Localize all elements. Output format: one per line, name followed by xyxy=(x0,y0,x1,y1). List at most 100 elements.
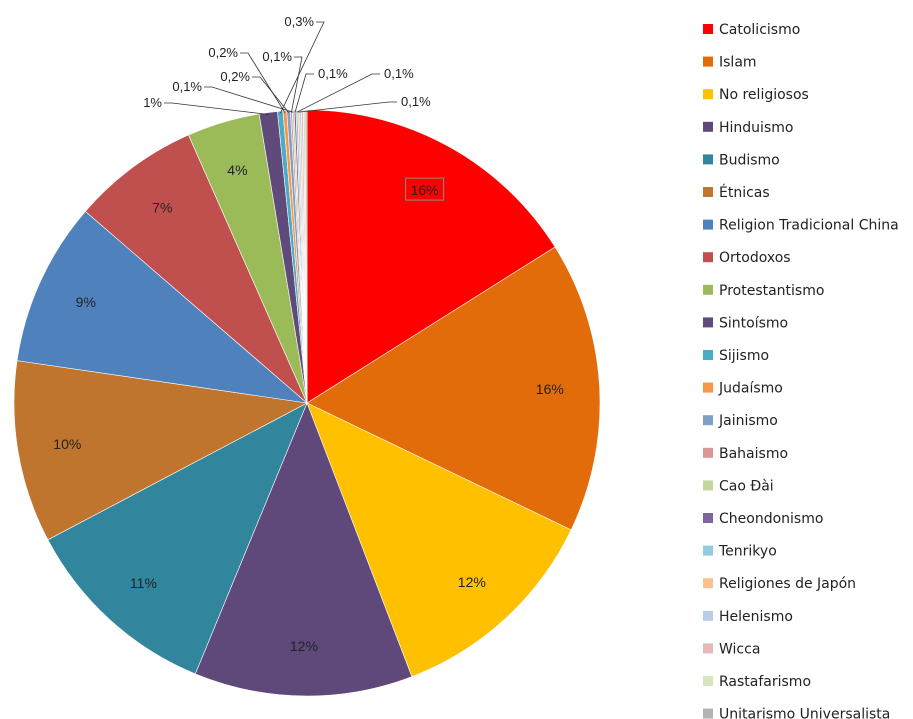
legend-label: Judaísmo xyxy=(718,381,783,397)
legend-item-religiones-de-japon: Religiones de Japón xyxy=(703,576,856,592)
legend-swatch xyxy=(703,284,713,295)
legend-label: Cheondonismo xyxy=(719,511,823,527)
legend-item-religion-tradicional-china: Religion Tradicional China xyxy=(703,218,899,234)
legend-swatch xyxy=(703,708,713,719)
legend-item-cao-ai: Cao Đài xyxy=(703,478,774,494)
legend-swatch xyxy=(703,643,713,654)
legend-label: Religiones de Japón xyxy=(719,576,856,592)
data-label-protestantismo: 4% xyxy=(227,162,247,178)
legend-swatch xyxy=(703,252,713,263)
legend-swatch xyxy=(703,610,713,621)
leader-line-cheondonismo xyxy=(294,73,314,113)
legend-label: Hinduismo xyxy=(719,120,793,136)
legend-swatch xyxy=(703,415,713,426)
data-label-cheondonismo: 0,1% xyxy=(318,66,348,81)
legend-label: Protestantismo xyxy=(719,283,824,299)
legend-label: Catolicismo xyxy=(719,22,800,38)
data-label-judaismo: 0,2% xyxy=(208,45,238,60)
legend-swatch xyxy=(703,480,713,491)
legend-swatch xyxy=(703,56,713,67)
data-label-catolicismo: 16% xyxy=(411,182,439,198)
data-label-sintoismo: 1% xyxy=(143,95,162,110)
leader-line-cao-ai xyxy=(204,86,294,113)
legend-item-hinduismo: Hinduismo xyxy=(703,120,793,136)
legend-item-catolicismo: Catolicismo xyxy=(703,22,800,38)
legend-item-protestantismo: Protestantismo xyxy=(703,283,824,299)
legend-swatch xyxy=(703,24,713,34)
leader-line-sintoismo xyxy=(164,102,269,115)
legend-item-helenismo: Helenismo xyxy=(703,609,793,625)
legend-swatch xyxy=(703,350,713,360)
legend-label: Budismo xyxy=(719,152,780,168)
legend-label: Ortodoxos xyxy=(719,250,791,266)
slice-religion-tradicional-china xyxy=(16,210,308,404)
legend-label: Sijismo xyxy=(719,348,769,364)
legend-label: Tenrikyo xyxy=(718,544,777,560)
data-label-bahaismo: 0,1% xyxy=(262,49,292,64)
legend-label: No religiosos xyxy=(719,87,809,103)
legend-item-bahaismo: Bahaismo xyxy=(703,446,788,462)
legend-item-no-religiosos: No religiosos xyxy=(703,87,809,103)
legend-swatch xyxy=(703,513,713,523)
data-label-religion-tradicional-china: 9% xyxy=(76,294,96,310)
slice-hinduismo xyxy=(194,402,413,697)
data-label-religiones-de-japon: 0,1% xyxy=(401,94,431,109)
legend-label: Wicca xyxy=(719,641,760,657)
slice-islam xyxy=(306,246,601,531)
legend-item-ortodoxos: Ortodoxos xyxy=(703,250,791,266)
legend-label: Sintoísmo xyxy=(719,315,788,331)
legend-swatch xyxy=(703,187,713,197)
slice-ortodoxos xyxy=(84,134,308,404)
legend-item-sijismo: Sijismo xyxy=(703,348,769,364)
data-label-ortodoxos: 7% xyxy=(152,200,172,216)
legend-label: Bahaismo xyxy=(719,446,788,462)
pie-slices xyxy=(13,109,601,697)
data-label-budismo: 11% xyxy=(130,575,157,591)
leader-lines xyxy=(164,21,397,115)
legend-label: Islam xyxy=(719,55,757,71)
legend-label: Jainismo xyxy=(718,413,778,429)
leader-line-jainismo xyxy=(252,76,290,113)
legend-swatch xyxy=(703,154,713,165)
legend-swatch xyxy=(703,382,713,393)
legend-item-etnicas: Étnicas xyxy=(703,184,770,201)
slice-etnicas xyxy=(13,360,308,541)
legend-swatch xyxy=(703,317,713,328)
legend-swatch xyxy=(703,545,713,556)
legend-label: Rastafarismo xyxy=(719,674,811,690)
slice-no-religiosos xyxy=(306,402,572,677)
legend-swatch xyxy=(703,578,713,589)
leader-line-religiones-de-japon xyxy=(298,101,397,113)
legend-swatch xyxy=(703,219,713,230)
legend-item-jainismo: Jainismo xyxy=(703,413,778,429)
leader-line-bahaismo xyxy=(291,56,303,113)
legend-label: Helenismo xyxy=(719,609,793,625)
legend-item-judaismo: Judaísmo xyxy=(703,381,783,397)
legend-label: Religion Tradicional China xyxy=(719,218,899,234)
slice-budismo xyxy=(47,402,308,675)
legend-item-rastafarismo: Rastafarismo xyxy=(703,674,811,690)
leader-line-tenrikyo xyxy=(296,73,380,113)
data-label-jainismo: 0,2% xyxy=(220,69,250,84)
legend-item-cheondonismo: Cheondonismo xyxy=(703,511,823,527)
data-label-no-religiosos: 12% xyxy=(458,574,486,590)
legend-swatch xyxy=(703,447,713,458)
legend-label: Étnicas xyxy=(719,184,770,201)
legend-label: Unitarismo Universalista xyxy=(719,707,890,719)
data-label-hinduismo: 12% xyxy=(290,638,318,654)
legend-label: Cao Đài xyxy=(719,478,774,494)
legend-item-tenrikyo: Tenrikyo xyxy=(703,544,777,560)
data-label-etnicas: 10% xyxy=(53,436,81,452)
data-label-box xyxy=(405,177,445,201)
data-label-sijismo: 0,3% xyxy=(284,14,314,29)
legend-swatch xyxy=(703,676,713,686)
legend-item-wicca: Wicca xyxy=(703,641,760,657)
legend-swatch xyxy=(703,121,713,132)
leader-line-sijismo xyxy=(280,21,325,114)
data-labels: 16% 16% 12% 12% 11% 10% 9% 7% 4% 1% 0,3% 0,2% 0,2% 0,… xyxy=(53,14,564,654)
data-label-tenrikyo: 0,1% xyxy=(384,66,414,81)
legend-item-budismo: Budismo xyxy=(703,152,780,168)
slice-catolicismo xyxy=(306,109,556,404)
data-label-islam: 16% xyxy=(536,381,564,397)
data-label-cao-ai: 0,1% xyxy=(172,79,202,94)
